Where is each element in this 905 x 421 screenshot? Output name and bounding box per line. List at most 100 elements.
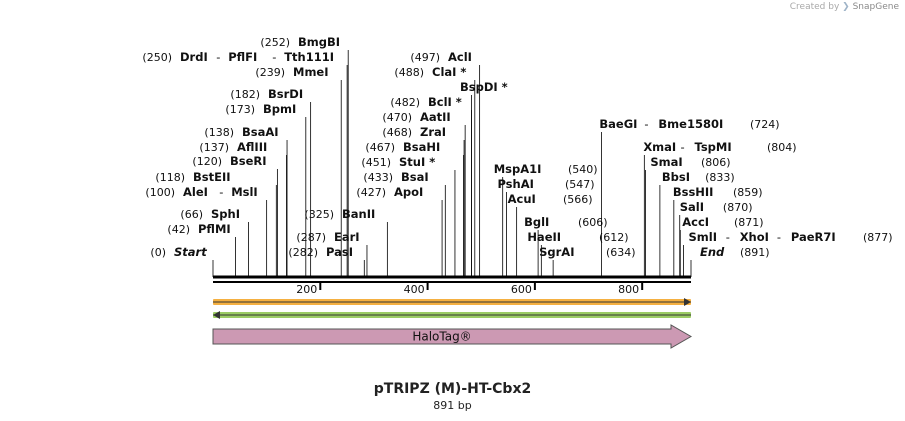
site-position-aatii: (470) bbox=[382, 111, 412, 124]
site-name-end: End bbox=[700, 245, 725, 259]
site-name-zrai: ZraI bbox=[420, 125, 446, 139]
site-position-acli: (497) bbox=[410, 51, 440, 64]
site-position-bsahi: (467) bbox=[365, 141, 395, 154]
site-name-tth111i: Tth111I bbox=[284, 50, 334, 64]
site-name-bseri: BseRI bbox=[230, 154, 267, 168]
site-position-start: (0) bbox=[150, 246, 166, 259]
site-name-pflmi: PflMI bbox=[198, 222, 231, 236]
site-position-bsshii: (859) bbox=[733, 186, 763, 199]
site-position-bsrdi: (182) bbox=[230, 88, 260, 101]
site-separator-drdi-pflfi-tth111i-1: - bbox=[216, 50, 220, 64]
axis-tick-label-200: 200 bbox=[296, 283, 317, 296]
site-position-zrai: (468) bbox=[382, 126, 412, 139]
site-separator-smli-xhoi-paer7i-2: - bbox=[777, 230, 781, 244]
site-position-smli-xhoi-paer7i: (877) bbox=[863, 231, 893, 244]
site-name-sali: SalI bbox=[680, 200, 704, 214]
orf-arrow-forward-icon bbox=[684, 298, 691, 306]
site-name-bsrdi: BsrDI bbox=[268, 87, 303, 101]
plasmid-title: pTRIPZ (M)-HT-Cbx2 bbox=[373, 381, 532, 397]
site-name-bbsi: BbsI bbox=[662, 170, 690, 184]
site-name-banii: BanII bbox=[342, 207, 375, 221]
site-name-bcli: BclI * bbox=[428, 95, 462, 109]
credit-prefix: Created by bbox=[789, 2, 840, 12]
orf-tracks bbox=[213, 298, 691, 319]
site-position-alei-msli: (100) bbox=[145, 186, 175, 199]
site-name-eari: EarI bbox=[334, 230, 360, 244]
feature-arrow-halotag bbox=[212, 324, 693, 349]
site-name-bsteii: BstEII bbox=[193, 170, 231, 184]
site-name-clai: ClaI * bbox=[432, 65, 466, 79]
site-name-acci: AccI bbox=[682, 215, 709, 229]
site-separator-xmai-tspmi-1: - bbox=[681, 140, 685, 154]
restriction-sites: (0) Start(42) PflMI(66) SphI(100) AleI - MslI(… bbox=[142, 35, 893, 277]
site-name-pasi: PasI bbox=[326, 245, 353, 259]
site-name-xhoi: XhoI bbox=[740, 230, 769, 244]
site-name-sgrai: SgrAI bbox=[539, 245, 574, 259]
site-position-mspa1i: (540) bbox=[568, 163, 598, 176]
site-name-alei: AleI bbox=[183, 185, 208, 199]
site-position-bgli: (606) bbox=[578, 216, 608, 229]
tick-layer: 200 400 600 800 bbox=[296, 282, 644, 296]
axis-tick-label-400: 400 bbox=[404, 283, 425, 296]
site-position-pshai: (547) bbox=[565, 178, 595, 191]
site-position-bbsi: (833) bbox=[705, 171, 735, 184]
site-position-bsteii: (118) bbox=[155, 171, 185, 184]
site-position-drdi-pflfi-tth111i: (250) bbox=[142, 51, 172, 64]
site-name-tspmi: TspMI bbox=[695, 140, 732, 154]
site-position-mmei: (239) bbox=[255, 66, 285, 79]
site-name-baegi: BaeGI bbox=[599, 117, 637, 131]
site-name-xmai: XmaI bbox=[643, 140, 676, 154]
site-position-pasi: (282) bbox=[288, 246, 318, 259]
axis-tick-label-600: 600 bbox=[511, 283, 532, 296]
site-position-bsai: (433) bbox=[363, 171, 393, 184]
site-name-bsahi: BsaHI bbox=[403, 140, 440, 154]
site-name-apoi: ApoI bbox=[394, 185, 423, 199]
site-name-bpmi: BpmI bbox=[263, 102, 296, 116]
site-position-bcli: (482) bbox=[390, 96, 420, 109]
site-position-eari: (287) bbox=[296, 231, 326, 244]
site-position-haeii: (612) bbox=[599, 231, 629, 244]
site-position-sali: (870) bbox=[723, 201, 753, 214]
site-name-sphi: SphI bbox=[211, 207, 240, 221]
site-position-bseri: (120) bbox=[192, 155, 222, 168]
site-position-end: (891) bbox=[740, 246, 770, 259]
site-name-aatii: AatII bbox=[420, 110, 451, 124]
site-name-smli: SmlI bbox=[688, 230, 717, 244]
site-separator-baegi-bme1580i-1: - bbox=[644, 117, 648, 131]
site-name-afliii: AflIII bbox=[237, 140, 267, 154]
site-name-paer7i: PaeR7I bbox=[791, 230, 836, 244]
site-name-drdi: DrdI bbox=[180, 50, 208, 64]
site-name-mspa1i: MspA1I bbox=[494, 162, 542, 176]
site-position-sgrai: (634) bbox=[606, 246, 636, 259]
site-position-clai: (488) bbox=[394, 66, 424, 79]
orf-arrow-reverse-icon bbox=[213, 311, 220, 319]
site-name-bsai: BsaI bbox=[401, 170, 429, 184]
axis-tick-label-800: 800 bbox=[618, 283, 639, 296]
site-name-pflfi: PflFI bbox=[228, 50, 257, 64]
plasmid-length: 891 bp bbox=[433, 399, 472, 412]
site-position-pflmi: (42) bbox=[167, 223, 190, 236]
site-name-acli: AclI bbox=[448, 50, 472, 64]
site-name-bsshii: BssHII bbox=[673, 185, 714, 199]
site-name-stui: StuI * bbox=[399, 155, 435, 169]
site-name-bmgbi: BmgBI bbox=[298, 35, 340, 49]
credit-brand: SnapGene bbox=[852, 2, 899, 12]
site-separator-alei-msli-1: - bbox=[219, 185, 223, 199]
site-name-mmei: MmeI bbox=[293, 65, 329, 79]
snapgene-credit: Created by ❯ SnapGene bbox=[790, 2, 899, 12]
site-position-sphi: (66) bbox=[180, 208, 203, 221]
site-name-pshai: PshAI bbox=[497, 177, 533, 191]
site-position-stui: (451) bbox=[361, 156, 391, 169]
site-position-banii: (325) bbox=[304, 208, 334, 221]
site-position-bsaai: (138) bbox=[204, 126, 234, 139]
site-name-haeii: HaeII bbox=[527, 230, 561, 244]
site-position-afliii: (137) bbox=[199, 141, 229, 154]
site-name-bspdi: BspDI * bbox=[460, 80, 508, 94]
site-name-bgli: BglI bbox=[524, 215, 549, 229]
site-position-xmai-tspmi: (804) bbox=[767, 141, 797, 154]
site-name-acui: AcuI bbox=[508, 192, 536, 206]
site-separator-smli-xhoi-paer7i-1: - bbox=[726, 230, 730, 244]
site-position-acci: (871) bbox=[734, 216, 764, 229]
sequence-map: 200 400 600 800 (0) Start (42) PflMI(66) SphI (1… bbox=[142, 35, 893, 349]
feature-label-halotag: HaloTag® bbox=[412, 330, 471, 344]
